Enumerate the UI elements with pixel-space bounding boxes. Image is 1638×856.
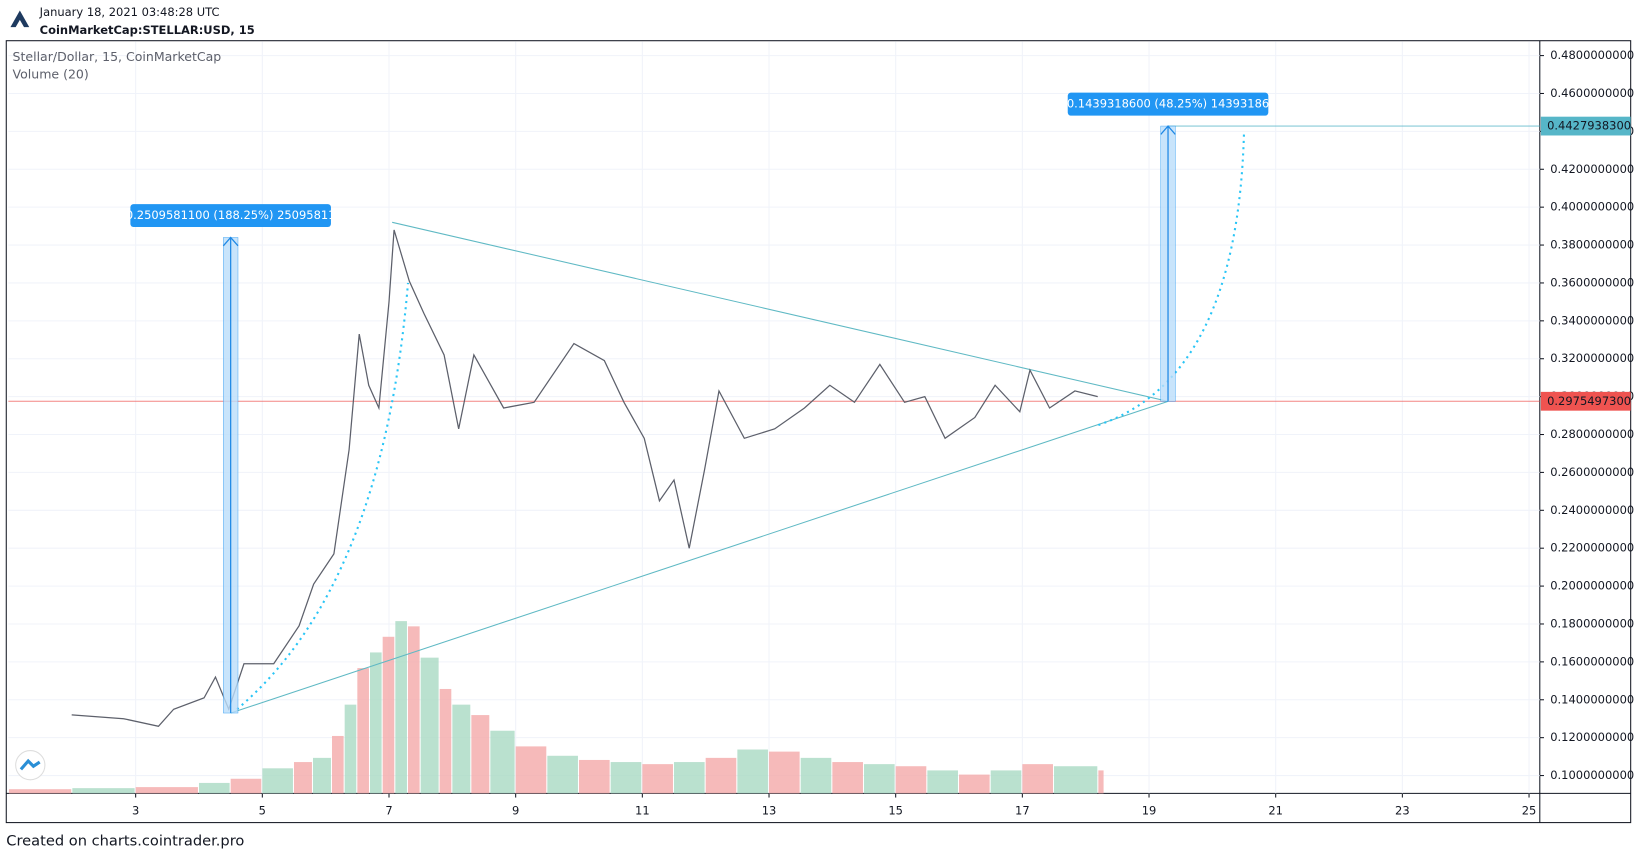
y-tick-label: 0.4800000000 (1550, 48, 1634, 62)
volume-bar (1098, 770, 1104, 794)
y-tick-label: 0.1400000000 (1550, 692, 1634, 706)
y-tick-label: 0.2400000000 (1550, 503, 1634, 517)
volume-bar (8, 789, 72, 794)
plot (8, 41, 1540, 794)
volume-bar (408, 626, 420, 794)
measure-label: 0.1439318600 (48.25%) 14393186 (1067, 97, 1269, 111)
volume-bar (1054, 766, 1098, 794)
volume-bar (312, 757, 331, 794)
volume-bar (293, 762, 312, 794)
volume-bar (705, 757, 737, 794)
volume-bar (344, 704, 357, 794)
y-tick-label: 0.2200000000 (1550, 541, 1634, 555)
volume-bar (135, 787, 198, 794)
measure-arrow (222, 236, 239, 714)
x-tick-label: 9 (512, 804, 519, 818)
volume-bar (382, 636, 395, 794)
x-tick-label: 11 (635, 804, 650, 818)
frame (5, 40, 1632, 824)
volume-label: Volume (20) (13, 67, 89, 82)
volume-bar (832, 762, 863, 794)
y-tick-label: 0.4200000000 (1550, 162, 1634, 176)
logo-badge-icon (19, 758, 41, 771)
volume-bar (927, 770, 958, 794)
volume-bar (990, 770, 1022, 794)
volume-bar (452, 704, 471, 794)
volume-bar (1022, 764, 1053, 794)
price-line-series (71, 229, 1098, 727)
volume-bar (895, 766, 927, 794)
trendline (392, 221, 1169, 402)
x-tick-label: 7 (385, 804, 392, 818)
volume-bar (579, 759, 610, 794)
y-tick-label: 0.1200000000 (1550, 730, 1634, 744)
y-tick-label: 0.2000000000 (1550, 579, 1634, 593)
footer: Created on charts.cointrader.pro (6, 832, 244, 849)
x-tick-label: 21 (1268, 804, 1283, 818)
header-date: January 18, 2021 03:48:28 UTC (39, 5, 220, 19)
price-tag-label: 0.2975497300 (1547, 394, 1631, 408)
volume-bar (864, 764, 895, 794)
y-tick-label: 0.2600000000 (1550, 465, 1634, 479)
y-tick-label: 0.1600000000 (1550, 654, 1634, 668)
trendline (230, 400, 1169, 714)
volume-bar (230, 778, 262, 794)
volume-bar (332, 735, 344, 794)
volume-bar (395, 621, 407, 794)
chart-title: Stellar/Dollar, 15, CoinMarketCap (13, 49, 222, 64)
y-tick-label: 0.3400000000 (1550, 313, 1634, 327)
measure-box (130, 204, 331, 228)
volume-bar (547, 755, 578, 794)
measure-box (1067, 92, 1269, 116)
x-tick-label: 17 (1015, 804, 1030, 818)
volume-bar (674, 762, 705, 794)
y-tick-label: 0.4600000000 (1550, 86, 1634, 100)
header-symbol: CoinMarketCap:STELLAR:USD, 15 (40, 23, 255, 37)
volume-bar (642, 764, 673, 794)
projection-curve (1098, 131, 1246, 427)
volume-bar (370, 652, 382, 794)
volume-bar (490, 730, 515, 794)
price-tag (1540, 116, 1631, 136)
volume-bar (471, 715, 490, 794)
volume-bar (198, 782, 230, 794)
measure-arrow (1160, 125, 1176, 402)
volume-bar (610, 762, 642, 794)
volume-bar (769, 751, 800, 794)
volume-bar (357, 668, 369, 794)
volume-bar (439, 688, 452, 794)
x-tick-label: 5 (259, 804, 266, 818)
volume-bar (420, 657, 439, 794)
x-tick-label: 13 (762, 804, 777, 818)
x-tick-label: 19 (1142, 804, 1157, 818)
y-tick-label: 0.1000000000 (1550, 768, 1634, 782)
volume-bar (72, 788, 135, 794)
price-tag (1540, 391, 1631, 411)
logo (10, 10, 30, 28)
volume-bar (959, 774, 990, 794)
x-tick-label: 23 (1395, 804, 1410, 818)
x-tick-label: 15 (888, 804, 903, 818)
volume-bar (515, 746, 547, 794)
x-tick-label: 25 (1522, 804, 1537, 818)
x-tick-label: 3 (132, 804, 139, 818)
y-tick-label: 0.3200000000 (1550, 351, 1634, 365)
volume-bar (800, 757, 832, 794)
volume-bar (262, 768, 293, 794)
price-tag-label: 0.4427938300 (1547, 119, 1631, 133)
y-tick-label: 0.2800000000 (1550, 427, 1634, 441)
y-tick-label: 0.4000000000 (1550, 200, 1634, 214)
y-tick-label: 0.3800000000 (1550, 238, 1634, 252)
y-tick-label: 0.3600000000 (1550, 275, 1634, 289)
volume-bar (737, 749, 768, 794)
y-tick-label: 0.1800000000 (1550, 616, 1634, 630)
measure-label: 0.2509581100 (188.25%) 25095811 (126, 208, 336, 222)
